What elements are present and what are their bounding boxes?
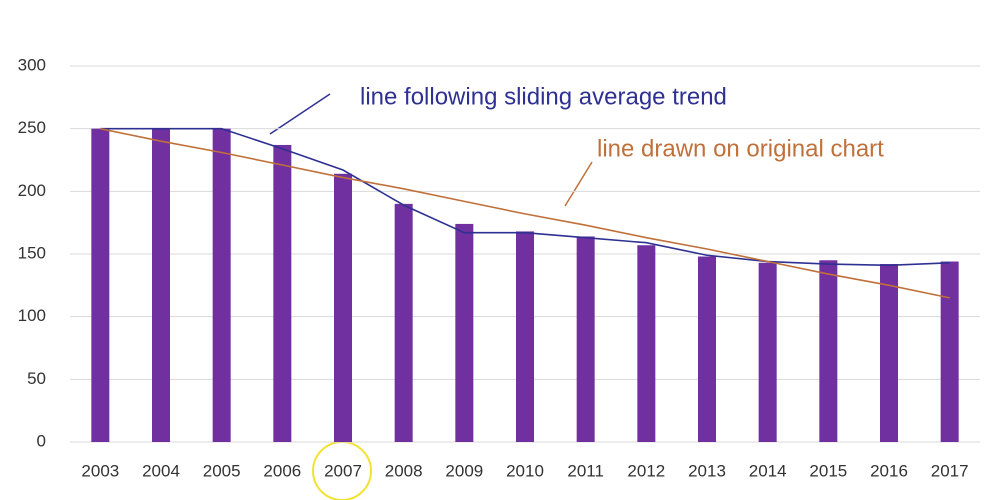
annotation: line drawn on original chart [597,135,884,162]
x-tick-label: 2015 [809,461,847,480]
bar [334,173,352,442]
bar [394,203,413,442]
x-tick-label: 2009 [445,461,483,480]
y-tick-label: 150 [18,243,46,262]
bar [516,231,534,442]
trend-line [100,127,950,299]
bar [758,262,777,442]
bar [880,264,898,442]
y-tick-label: 250 [18,118,46,137]
bar [637,245,656,442]
x-tick-label: 2004 [142,461,180,480]
bar [455,223,474,442]
x-tick-label: 2003 [81,461,119,480]
bar [212,128,231,442]
annotation-leader [269,93,331,135]
bar [152,128,170,442]
bar [576,236,595,442]
y-tick-label: 0 [37,431,46,450]
bar [698,256,716,442]
x-tick-label: 2011 [567,461,604,480]
x-tick-label: 2005 [203,461,241,480]
bar [91,128,110,442]
x-tick-label: 2006 [263,461,301,480]
x-tick-label: 2008 [385,461,423,480]
bar [273,144,292,442]
x-tick-label: 2014 [749,461,787,480]
x-tick-label: 2013 [688,461,726,480]
bar [940,261,959,442]
x-tick-label: 2016 [870,461,908,480]
annotation-leader [564,161,593,207]
x-tick-label: 2012 [627,461,665,480]
annotation: line following sliding average trend [360,83,727,110]
y-tick-label: 300 [18,55,46,74]
x-tick-label: 2010 [506,461,544,480]
trend-line [100,127,950,267]
y-tick-label: 100 [18,306,46,325]
y-tick-label: 50 [27,369,46,388]
bar [819,260,838,442]
x-tick-label: 2007 [324,461,362,480]
y-tick-label: 200 [18,181,46,200]
x-tick-label: 2017 [931,461,969,480]
